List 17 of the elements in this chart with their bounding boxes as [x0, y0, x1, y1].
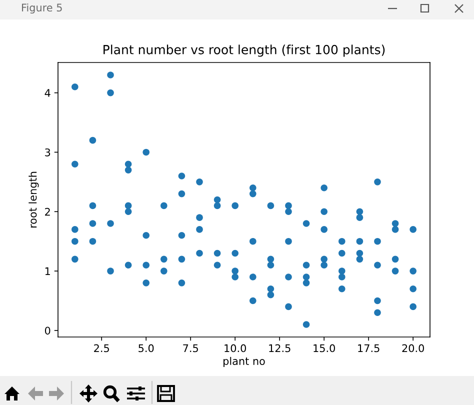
x-tick-label: 5.0 — [138, 344, 154, 352]
y-tick-label: 2 — [45, 208, 50, 216]
y-tick-label: 3 — [45, 148, 50, 156]
x-tick-label: 2.5 — [94, 344, 109, 352]
x-tick-label: 10.0 — [224, 344, 246, 352]
chart-title: Plant number vs root length (first 100 plants) — [104, 44, 385, 57]
x-axis-title: plant no — [224, 356, 265, 368]
y-axis-title: root length — [28, 172, 39, 228]
y-tick-label: 4 — [44, 89, 50, 97]
y-tick-label: 1 — [45, 267, 50, 276]
x-tick-label: 20.0 — [402, 344, 424, 352]
caption: Figure 5 — [22, 3, 62, 14]
y-tick-label: 0 — [44, 326, 50, 335]
x-tick-label: 17.5 — [358, 344, 380, 352]
x-tick-label: 7.5 — [183, 344, 198, 352]
x-tick-label: 12.5 — [269, 344, 290, 352]
x-tick-label: 15.0 — [314, 344, 335, 352]
